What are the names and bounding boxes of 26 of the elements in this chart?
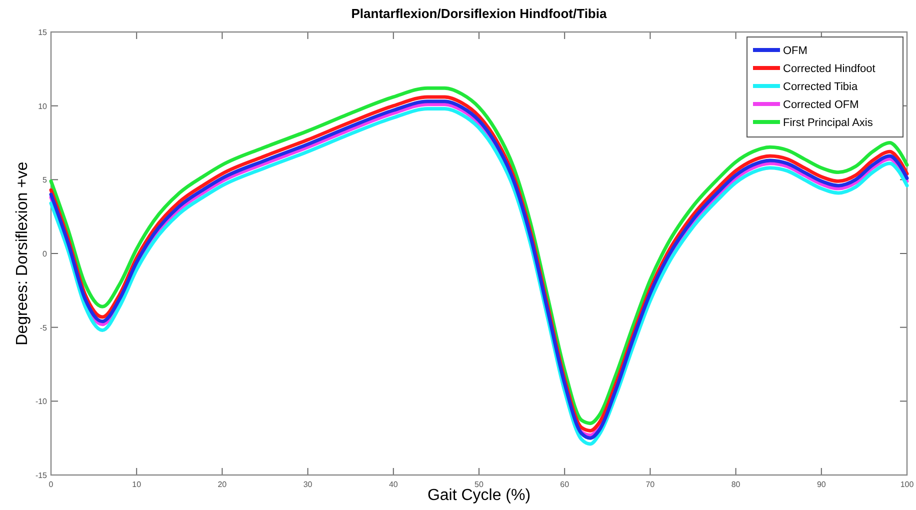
y-tick-label: -10 (35, 397, 48, 406)
x-tick-label: 10 (132, 480, 142, 489)
legend-label: Corrected Tibia (783, 81, 858, 93)
y-tick-label: -5 (40, 323, 48, 332)
x-tick-label: 30 (303, 480, 313, 489)
x-tick-label: 100 (900, 480, 914, 489)
x-tick-label: 80 (731, 480, 741, 489)
y-tick-label: 0 (42, 250, 48, 258)
y-tick-label: 10 (38, 102, 48, 111)
y-tick-label: -15 (35, 471, 48, 480)
x-tick-label: 90 (816, 480, 826, 489)
y-tick-label: 15 (38, 28, 48, 37)
x-tick-label: 20 (218, 480, 228, 489)
x-tick-label: 40 (388, 480, 398, 489)
legend-label: Corrected Hindfoot (783, 63, 876, 75)
legend-label: First Principal Axis (783, 117, 874, 129)
y-axis-title: Degrees: Dorsiflexion +ve (14, 162, 31, 346)
chart-title: Plantarflexion/Dorsiflexion Hindfoot/Tibia (351, 6, 608, 21)
x-tick-label: 60 (560, 480, 570, 489)
y-tick-label: 5 (42, 176, 48, 185)
x-tick-label: 70 (646, 480, 656, 489)
legend-label: Corrected OFM (783, 99, 859, 111)
legend-label: OFM (783, 45, 808, 57)
x-tick-label: 50 (474, 480, 484, 489)
x-tick-label: 0 (48, 480, 54, 489)
x-axis-title: Gait Cycle (%) (427, 487, 531, 504)
